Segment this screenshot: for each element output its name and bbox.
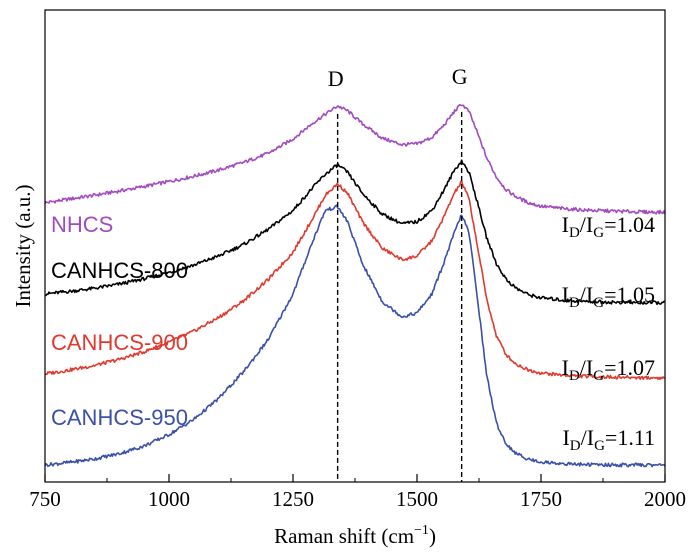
series-name-label-3: CANHCS-900 (51, 330, 188, 355)
series-name-label-4: CANHCS-950 (51, 405, 188, 430)
x-axis-label-text: Raman shift (cm (274, 524, 414, 548)
series-line-1 (44, 103, 666, 215)
series-name-label-2: CANHCS-800 (51, 258, 188, 283)
id-ig-ratio-label-1: ID/IG=1.04 (562, 212, 655, 241)
series-line-2 (44, 159, 666, 306)
x-axis-label-superscript: −1 (414, 523, 429, 538)
series-line-3 (44, 180, 666, 381)
peak-label-g: G (452, 64, 468, 89)
y-axis-label: Intensity (a.u.) (11, 184, 35, 307)
x-tick-label: 1250 (272, 487, 314, 511)
series-labels: NHCS ID/IG=1.04 CANHCS-800 ID/IG=1.05 CANHCS… (51, 212, 655, 454)
x-tick-label: 1750 (520, 487, 562, 511)
x-tick-label: 750 (29, 487, 61, 511)
series-name-label-1: NHCS (51, 212, 113, 237)
id-ig-ratio-label-3: ID/IG=1.07 (562, 355, 655, 384)
x-tick-label: 2000 (644, 487, 686, 511)
x-axis-label-close: ) (429, 524, 436, 548)
series-line-4 (44, 204, 666, 468)
x-axis-ticks: 750 1000 1250 1500 1750 2000 (29, 474, 686, 511)
x-axis-label: Raman shift (cm−1) (274, 523, 436, 548)
series-lines (44, 103, 666, 468)
x-tick-label: 1500 (396, 487, 438, 511)
peak-label-d: D (328, 66, 344, 91)
id-ig-ratio-label-4: ID/IG=1.11 (562, 425, 655, 454)
id-ig-ratio-label-2: ID/IG=1.05 (562, 282, 655, 311)
x-tick-label: 1000 (148, 487, 190, 511)
